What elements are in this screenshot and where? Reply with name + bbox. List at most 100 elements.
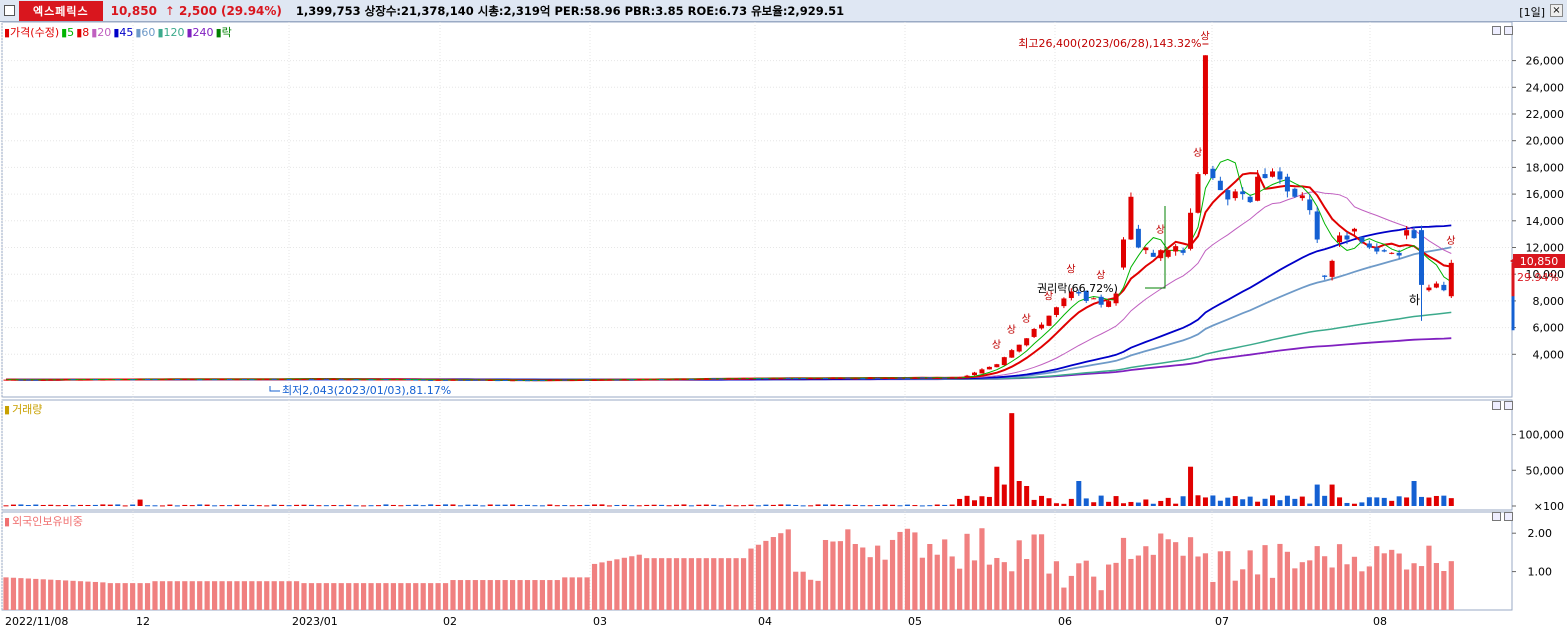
- foreign-bar: [591, 563, 598, 610]
- foreign-bar: [115, 583, 121, 610]
- candle-body: [592, 379, 598, 381]
- legend-item-8[interactable]: ▮락: [215, 26, 232, 39]
- panel-minimize-icon[interactable]: [1492, 401, 1501, 410]
- candle-body: [890, 377, 896, 379]
- foreign-bar: [70, 580, 76, 610]
- candle-body: [115, 379, 121, 381]
- foreign-bar: [323, 583, 329, 610]
- candle-body: [264, 378, 270, 380]
- candle-body: [681, 378, 687, 380]
- foreign-bar: [889, 539, 896, 610]
- foreign-bar: [830, 541, 836, 610]
- foreign-bar: [927, 543, 933, 610]
- candle-body: [33, 379, 39, 381]
- volume-bar: [823, 504, 828, 506]
- candle-body: [696, 378, 702, 380]
- foreign-bar: [174, 581, 180, 610]
- foreign-bar: [733, 558, 739, 610]
- legend-item-0[interactable]: ▮가격(수정): [4, 26, 60, 39]
- price-tick-label: 6,000: [1533, 322, 1565, 335]
- foreign-bar: [1202, 553, 1209, 610]
- volume-bar: [525, 504, 530, 506]
- legend-item-7[interactable]: ▮240: [186, 26, 214, 39]
- volume-bar: [1128, 501, 1134, 506]
- foreign-bar: [547, 580, 553, 610]
- volume-bar: [1188, 466, 1194, 506]
- foreign-bar: [629, 556, 635, 610]
- volume-bar: [711, 504, 717, 506]
- candle-body: [718, 378, 724, 380]
- volume-bar: [666, 505, 672, 507]
- volume-bar: [502, 504, 508, 506]
- volume-bar: [703, 504, 709, 506]
- legend-item-3[interactable]: ▮20: [91, 26, 112, 39]
- legend-item-2[interactable]: ▮8: [76, 26, 90, 39]
- foreign-bar: [1165, 539, 1171, 610]
- volume-bar: [18, 504, 24, 506]
- candle-body: [1351, 228, 1357, 232]
- foreign-bar: [1344, 564, 1350, 610]
- candle-body: [726, 378, 732, 380]
- volume-bar: [122, 505, 128, 507]
- select-checkbox[interactable]: [4, 5, 15, 16]
- candle-body: [1173, 246, 1179, 252]
- close-icon[interactable]: ×: [1550, 4, 1563, 17]
- volume-bar: [852, 504, 858, 506]
- candle-body: [741, 378, 747, 380]
- foreign-bar: [18, 578, 24, 610]
- candle-body: [1076, 292, 1082, 294]
- legend-item-4[interactable]: ▮45: [113, 26, 134, 39]
- candle-body: [279, 378, 285, 380]
- stock-name[interactable]: 엑스페릭스: [19, 0, 103, 21]
- volume-bar: [957, 498, 963, 506]
- volume-bar: [1113, 496, 1119, 506]
- foreign-bar: [279, 581, 285, 610]
- candle-body: [614, 379, 620, 381]
- legend-item-6[interactable]: ▮120: [157, 26, 185, 39]
- legend-item-5[interactable]: ▮60: [135, 26, 156, 39]
- panel-minimize-icon[interactable]: [1492, 512, 1501, 521]
- foreign-bar: [1292, 568, 1298, 610]
- volume-bar: [480, 505, 486, 507]
- foreign-bar: [1351, 556, 1358, 610]
- candle-body: [1374, 247, 1380, 252]
- candle-body: [1113, 293, 1119, 304]
- volume-bar: [1173, 503, 1179, 506]
- candle-body: [48, 379, 54, 381]
- foreign-bar: [904, 528, 911, 610]
- candle-body: [800, 378, 806, 380]
- panel-maximize-icon[interactable]: [1504, 512, 1513, 521]
- panel-maximize-icon[interactable]: [1504, 26, 1513, 35]
- candle-body: [63, 379, 69, 381]
- foreign-bar: [651, 558, 657, 610]
- volume-bar: [487, 504, 493, 506]
- volume-bar: [63, 504, 69, 506]
- foreign-bar: [316, 583, 322, 610]
- x-axis-label: 03: [593, 615, 607, 628]
- candle-body: [763, 378, 769, 380]
- volume-bar: [1277, 500, 1283, 506]
- candle-body: [1210, 168, 1216, 179]
- volume-bar: [1150, 503, 1156, 506]
- panel-minimize-icon[interactable]: [1492, 26, 1501, 35]
- foreign-bar: [1210, 581, 1216, 610]
- foreign-bar: [1322, 556, 1328, 610]
- foreign-bar: [197, 581, 203, 610]
- foreign-bar: [390, 583, 396, 610]
- foreign-bar: [480, 580, 486, 610]
- volume-bar: [413, 504, 419, 506]
- volume-bar: [361, 505, 367, 507]
- legend-item-1[interactable]: ▮5: [61, 26, 75, 39]
- candle-body: [1433, 283, 1439, 288]
- volume-bar: [1307, 503, 1313, 506]
- candle-body: [1158, 250, 1164, 259]
- foreign-bar: [465, 580, 471, 610]
- candle-body: [1016, 344, 1022, 352]
- panel-maximize-icon[interactable]: [1504, 401, 1513, 410]
- candle-body: [569, 380, 575, 382]
- period-selector[interactable]: [1일]: [1519, 6, 1545, 19]
- foreign-bar: [979, 528, 985, 610]
- volume-bar: [1061, 503, 1067, 506]
- candle-body: [487, 379, 493, 381]
- volume-bar: [897, 505, 903, 507]
